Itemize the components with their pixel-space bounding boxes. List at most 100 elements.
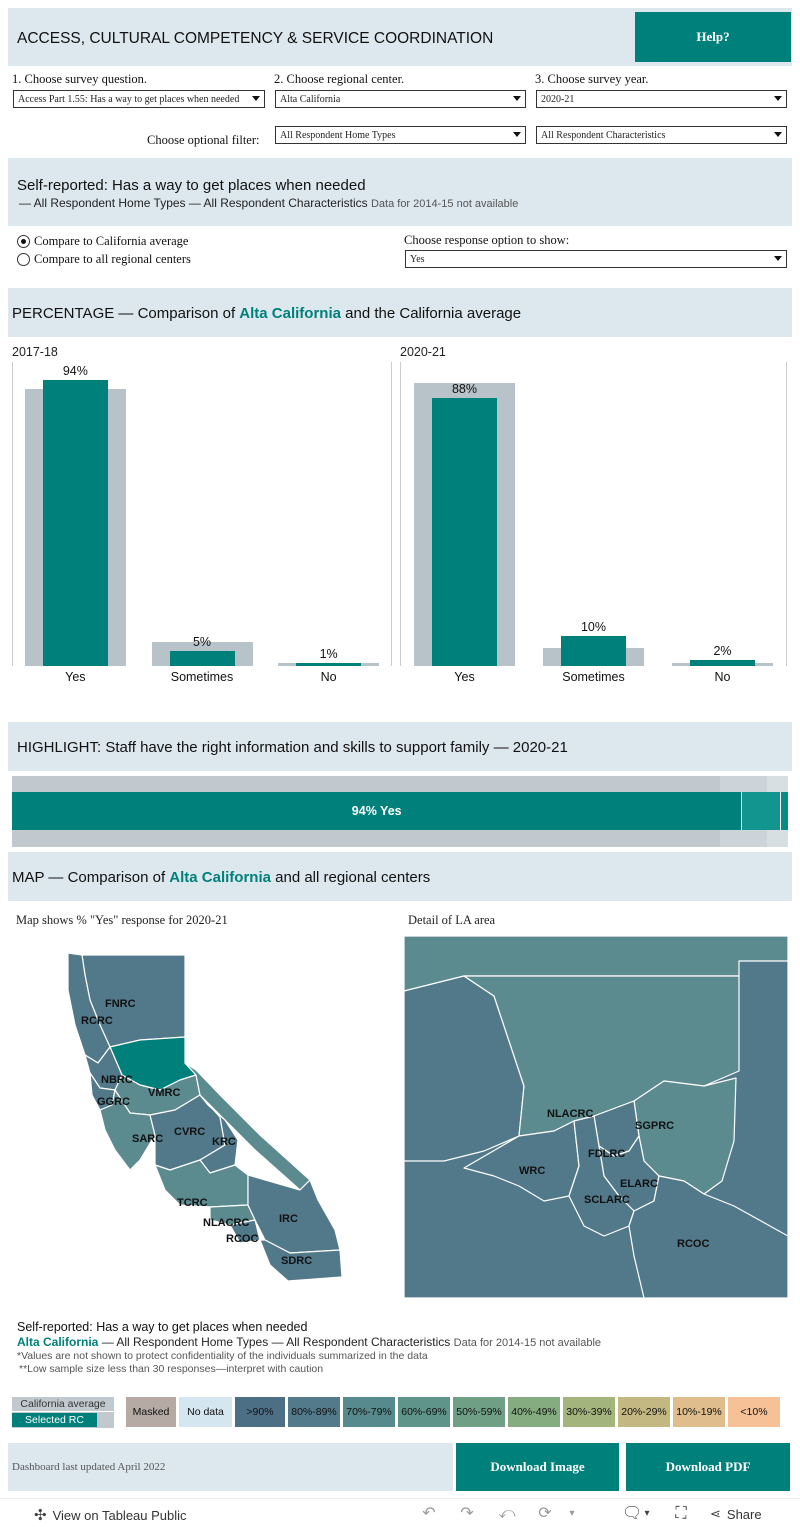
map-title: MAP — Comparison of Alta California and … <box>12 869 430 886</box>
footnote-2: **Low sample size less than 30 responses… <box>19 1363 324 1375</box>
la-detail-map[interactable] <box>404 936 788 1298</box>
map-region-label: CVRC <box>174 1126 206 1138</box>
category-label: Yes <box>454 670 475 684</box>
footer-rc: Alta California <box>17 1335 99 1349</box>
map-left-caption: Map shows % "Yes" response for 2020-21 <box>16 913 228 927</box>
percentage-band <box>8 288 792 337</box>
rc-label: 2. Choose regional center. <box>274 72 405 86</box>
tableau-toolbar <box>0 1498 800 1527</box>
footer-note: Data for 2014-15 not available <box>453 1337 602 1349</box>
undo-icon[interactable]: ↶ <box>422 1505 436 1522</box>
fullscreen-icon[interactable]: ⛶ <box>675 1505 687 1522</box>
highlight-sometimes-bar <box>741 792 781 830</box>
california-map[interactable] <box>60 945 360 1285</box>
map-region-label: SDRC <box>281 1255 313 1267</box>
la-region-label: SGPRC <box>635 1120 675 1132</box>
percentage-prefix: PERCENTAGE — Comparison of <box>12 305 240 322</box>
la-region-label: FDLRC <box>588 1148 626 1160</box>
refresh-dropdown-icon[interactable]: ▾ <box>569 1508 575 1519</box>
home-type-value: All Respondent Home Types <box>280 130 396 141</box>
view-on-tableau-link[interactable]: ✣ View on Tableau Public <box>34 1506 187 1524</box>
comment-dropdown-icon[interactable]: ▾ <box>644 1508 650 1519</box>
percentage-rc: Alta California <box>239 305 341 322</box>
legend-item: 20%-29% <box>618 1397 670 1427</box>
bar-value-label: 88% <box>451 382 478 397</box>
bar-selected-rc[interactable] <box>169 650 235 666</box>
share-button[interactable]: ⋖ Share <box>710 1506 762 1522</box>
compare-all-radio[interactable] <box>17 253 30 266</box>
legend-item: 50%-59% <box>453 1397 505 1427</box>
revert-icon[interactable]: ⤺ <box>498 1505 516 1522</box>
response-option-select[interactable]: Yes <box>405 250 787 268</box>
comment-icon[interactable]: 🗨 <box>622 1505 643 1522</box>
map-region-label: GGRC <box>97 1096 130 1108</box>
year-select[interactable]: 2020-21 <box>536 90 787 108</box>
tableau-logo-icon: ✣ <box>34 1507 47 1524</box>
share-label: Share <box>726 1506 762 1522</box>
map-region-label: KRC <box>212 1136 236 1148</box>
characteristics-select[interactable]: All Respondent Characteristics <box>536 126 787 144</box>
question-label: 1. Choose survey question. <box>12 72 148 86</box>
la-region-rcoc[interactable] <box>628 1175 788 1298</box>
bar-selected-rc[interactable] <box>42 380 108 666</box>
chart-frame <box>12 362 392 666</box>
view-on-tableau-label: View on Tableau Public <box>52 1507 187 1523</box>
refresh-icon[interactable]: ⟳ <box>538 1505 552 1522</box>
category-label: Sometimes <box>170 670 234 684</box>
chevron-down-icon <box>513 96 521 101</box>
question-select[interactable]: Access Part 1.55: Has a way to get place… <box>13 90 265 108</box>
filter-label: Choose optional filter: <box>147 133 260 147</box>
map-region-label: RCRC <box>81 1015 113 1027</box>
chevron-down-icon <box>774 96 782 101</box>
chevron-down-icon <box>774 256 782 261</box>
download-image-button[interactable]: Download Image <box>456 1443 619 1491</box>
summary-title: Self-reported: Has a way to get places w… <box>17 177 366 194</box>
bar-selected-rc[interactable] <box>296 662 362 666</box>
legend-ca-average: California average <box>12 1397 114 1411</box>
region-sdrc[interactable] <box>259 1239 343 1282</box>
map-prefix: MAP — Comparison of <box>12 869 170 886</box>
bar-selected-rc[interactable] <box>561 635 626 666</box>
compare-ca-radio[interactable] <box>17 235 30 248</box>
legend-item: 40%-49% <box>508 1397 560 1427</box>
rc-select[interactable]: Alta California <box>275 90 526 108</box>
map-region-label: IRC <box>279 1213 298 1225</box>
map-region-label: NLACRC <box>203 1217 250 1229</box>
la-region-label: NLACRC <box>547 1108 594 1120</box>
percentage-title: PERCENTAGE — Comparison of Alta Californ… <box>12 305 521 322</box>
percentage-suffix: and the California average <box>340 305 522 322</box>
legend-item: No data <box>179 1397 232 1427</box>
summary-note: Data for 2014-15 not available <box>370 198 519 210</box>
la-region-label: RCOC <box>677 1238 710 1250</box>
map-right-caption: Detail of LA area <box>408 913 496 927</box>
chart-1-title: 2017-18 <box>12 345 58 359</box>
download-pdf-button[interactable]: Download PDF <box>626 1443 790 1491</box>
year-label: 3. Choose survey year. <box>535 72 649 86</box>
response-option-label: Choose response option to show: <box>404 233 570 247</box>
updated-band <box>8 1443 453 1491</box>
bar-selected-rc[interactable] <box>432 398 497 666</box>
characteristics-value: All Respondent Characteristics <box>541 130 666 141</box>
help-button[interactable]: Help? <box>635 12 791 62</box>
compare-all-label[interactable]: Compare to all regional centers <box>34 252 191 266</box>
compare-ca-label[interactable]: Compare to California average <box>34 234 189 248</box>
category-label: No <box>714 670 731 684</box>
bar-value-label: 2% <box>713 643 732 658</box>
bar-selected-rc[interactable] <box>690 659 755 666</box>
summary-subtitle-text: — All Respondent Home Types — All Respon… <box>19 196 368 210</box>
legend-item: 80%-89% <box>288 1397 340 1427</box>
map-region-label: FNRC <box>105 998 136 1010</box>
home-type-select[interactable]: All Respondent Home Types <box>275 126 526 144</box>
legend-item: >90% <box>235 1397 285 1427</box>
highlight-band <box>8 722 792 771</box>
updated-text: Dashboard last updated April 2022 <box>12 1461 166 1473</box>
chart-frame <box>400 362 787 666</box>
bar-value-label: 5% <box>192 634 212 649</box>
highlight-bar-label: 94% Yes <box>351 804 402 818</box>
chart-2-title: 2020-21 <box>400 345 446 359</box>
redo-icon[interactable]: ↷ <box>460 1505 474 1522</box>
year-value: 2020-21 <box>541 94 575 105</box>
legend-item: 10%-19% <box>673 1397 725 1427</box>
footer-subtitle-text: — All Respondent Home Types — All Respon… <box>98 1335 451 1349</box>
summary-subtitle: — All Respondent Home Types — All Respon… <box>19 196 518 210</box>
